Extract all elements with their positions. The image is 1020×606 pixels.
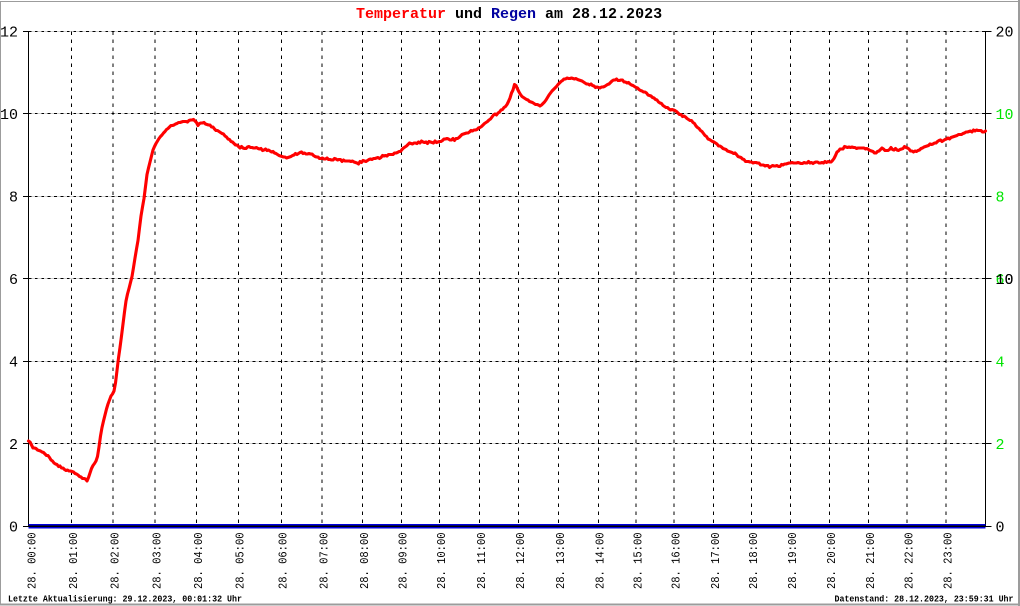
- svg-text:12: 12: [0, 24, 18, 41]
- svg-text:28. 05:00: 28. 05:00: [233, 533, 247, 590]
- svg-text:6: 6: [996, 272, 1005, 289]
- svg-text:4: 4: [996, 354, 1005, 371]
- svg-text:28. 19:00: 28. 19:00: [786, 533, 800, 590]
- svg-text:28. 04:00: 28. 04:00: [192, 533, 206, 590]
- svg-text:Letzte Aktualisierung: 29.12.2: Letzte Aktualisierung: 29.12.2023, 00:01…: [8, 594, 242, 605]
- svg-text:28. 06:00: 28. 06:00: [276, 533, 290, 590]
- svg-text:0: 0: [9, 519, 18, 536]
- svg-text:28. 18:00: 28. 18:00: [747, 533, 761, 590]
- svg-text:4: 4: [9, 354, 18, 371]
- svg-text:20: 20: [996, 24, 1014, 41]
- svg-text:8: 8: [9, 189, 18, 206]
- svg-text:28. 12:00: 28. 12:00: [514, 533, 528, 590]
- svg-text:Datenstand: 28.12.2023, 23:59:: Datenstand: 28.12.2023, 23:59:31 Uhr: [835, 594, 1014, 605]
- svg-text:10: 10: [0, 107, 18, 124]
- svg-text:28. 15:00: 28. 15:00: [632, 533, 646, 590]
- svg-text:10: 10: [996, 272, 1014, 289]
- svg-text:28. 13:00: 28. 13:00: [554, 533, 568, 590]
- svg-text:2: 2: [996, 437, 1005, 454]
- svg-text:28. 02:00: 28. 02:00: [109, 533, 123, 590]
- svg-text:28. 23:00: 28. 23:00: [942, 533, 956, 590]
- svg-text:10: 10: [996, 107, 1014, 124]
- svg-text:Temperatur und Regen am 28.12.: Temperatur und Regen am 28.12.2023: [356, 6, 662, 23]
- svg-text:28. 09:00: 28. 09:00: [396, 533, 410, 590]
- svg-text:28. 10:00: 28. 10:00: [435, 533, 449, 590]
- svg-text:6: 6: [9, 272, 18, 289]
- svg-text:28. 20:00: 28. 20:00: [825, 533, 839, 590]
- svg-text:28. 11:00: 28. 11:00: [475, 533, 489, 590]
- svg-text:10: 10: [996, 272, 1014, 289]
- svg-text:28. 07:00: 28. 07:00: [318, 533, 332, 590]
- svg-text:8: 8: [996, 189, 1005, 206]
- svg-text:28. 21:00: 28. 21:00: [864, 533, 878, 590]
- svg-text:0: 0: [996, 519, 1005, 536]
- svg-text:28. 08:00: 28. 08:00: [358, 533, 372, 590]
- svg-text:28. 22:00: 28. 22:00: [903, 533, 917, 590]
- svg-text:28. 16:00: 28. 16:00: [670, 533, 684, 590]
- svg-text:2: 2: [9, 437, 18, 454]
- svg-text:28. 17:00: 28. 17:00: [709, 533, 723, 590]
- svg-text:28. 01:00: 28. 01:00: [67, 533, 81, 590]
- svg-text:28. 14:00: 28. 14:00: [593, 533, 607, 590]
- svg-text:28. 03:00: 28. 03:00: [151, 533, 165, 590]
- svg-text:28. 00:00: 28. 00:00: [25, 533, 39, 590]
